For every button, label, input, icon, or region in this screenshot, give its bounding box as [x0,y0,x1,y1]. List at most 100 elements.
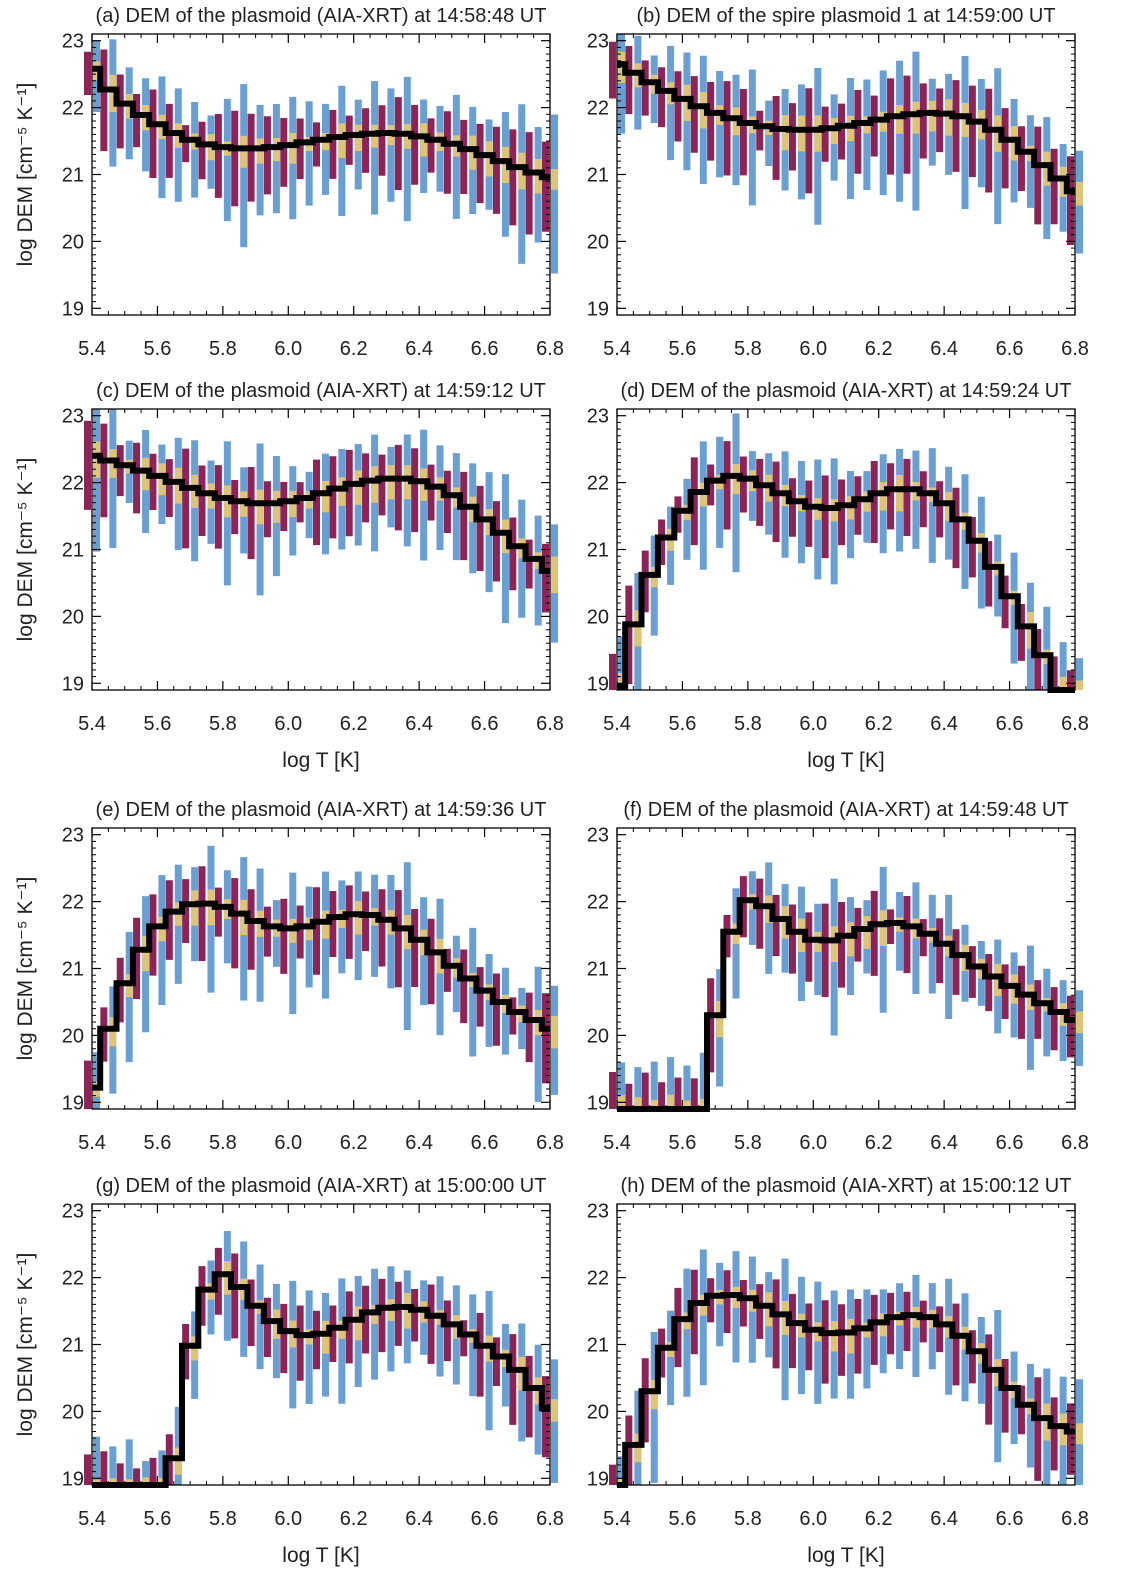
x-axis-label: log T [K] [282,1544,359,1567]
x-tick-label: 6.4 [930,1132,958,1154]
x-tick-label: 6.0 [274,338,302,360]
x-tick-label: 6.2 [865,1132,893,1154]
panel-e: (e) DEM of the plasmoid (AIA-XRT) at 14:… [14,799,564,1154]
x-tick-label: 6.2 [865,338,893,360]
y-tick-label: 22 [62,1268,84,1290]
panel-title: (e) DEM of the plasmoid (AIA-XRT) at 14:… [96,799,547,821]
x-tick-label: 6.8 [1061,1508,1089,1530]
x-tick-label: 6.2 [865,713,893,735]
x-tick-label: 5.4 [603,1508,631,1530]
x-tick-label: 5.8 [734,713,762,735]
x-tick-label: 6.0 [274,1132,302,1154]
x-tick-label: 6.8 [1061,1132,1089,1154]
dem-curve [617,1292,1075,1488]
x-tick-label: 5.8 [209,338,237,360]
x-tick-label: 6.6 [996,338,1024,360]
x-tick-label: 6.6 [471,713,499,735]
x-tick-label: 5.4 [78,713,106,735]
x-tick-label: 6.4 [930,338,958,360]
x-tick-label: 6.4 [405,1508,433,1530]
y-tick-label: 20 [62,231,84,253]
panel-title: (d) DEM of the plasmoid (AIA-XRT) at 14:… [621,380,1072,402]
x-tick-label: 6.2 [340,338,368,360]
x-tick-label: 5.4 [78,1132,106,1154]
x-tick-label: 5.4 [78,338,106,360]
x-axis-label: log T [K] [282,749,359,772]
dem-curve [92,900,550,1091]
x-tick-label: 6.0 [274,1508,302,1530]
x-tick-label: 5.8 [209,1132,237,1154]
x-tick-label: 6.0 [274,713,302,735]
y-tick-label: 21 [587,540,609,562]
y-tick-label: 23 [62,1201,84,1223]
x-tick-label: 5.4 [603,338,631,360]
y-axis-label: log DEM [cm⁻⁵ K⁻¹] [14,83,37,267]
y-tick-label: 21 [62,1335,84,1357]
x-tick-label: 5.4 [78,1508,106,1530]
panel-g: (g) DEM of the plasmoid (AIA-XRT) at 15:… [14,1175,564,1567]
panel-title: (c) DEM of the plasmoid (AIA-XRT) at 14:… [96,380,546,402]
x-tick-label: 5.6 [669,713,697,735]
y-tick-label: 20 [62,1025,84,1047]
x-tick-label: 6.0 [799,338,827,360]
panel-title: (b) DEM of the spire plasmoid 1 at 14:59… [636,5,1055,27]
x-tick-label: 5.6 [669,1508,697,1530]
y-tick-label: 22 [587,98,609,120]
x-axis-label: log T [K] [807,1544,884,1567]
x-tick-label: 5.6 [144,1132,172,1154]
x-tick-label: 6.0 [799,1508,827,1530]
y-tick-label: 23 [587,31,609,53]
x-tick-label: 6.6 [471,1132,499,1154]
x-tick-label: 5.8 [734,1132,762,1154]
y-tick-label: 23 [62,406,84,428]
y-tick-label: 19 [62,298,84,320]
x-tick-label: 5.8 [209,1508,237,1530]
x-tick-label: 6.8 [536,1132,564,1154]
x-tick-label: 5.6 [669,338,697,360]
dem-curve [617,472,1075,693]
y-tick-label: 22 [587,1268,609,1290]
y-tick-label: 19 [587,298,609,320]
y-tick-label: 22 [62,473,84,495]
x-tick-label: 6.4 [930,713,958,735]
y-tick-label: 21 [587,1335,609,1357]
y-tick-label: 23 [587,406,609,428]
x-tick-label: 6.8 [536,713,564,735]
x-tick-label: 5.6 [144,713,172,735]
y-tick-label: 19 [62,673,84,695]
x-tick-label: 6.4 [930,1508,958,1530]
x-tick-label: 6.6 [996,1132,1024,1154]
x-tick-label: 5.4 [603,1132,631,1154]
x-tick-label: 6.6 [471,1508,499,1530]
y-tick-label: 22 [62,892,84,914]
x-tick-label: 6.2 [865,1508,893,1530]
dem-curve [617,61,1075,195]
x-tick-label: 5.6 [669,1132,697,1154]
y-tick-label: 20 [587,606,609,628]
y-tick-label: 22 [62,98,84,120]
y-tick-label: 19 [587,1468,609,1490]
x-tick-label: 6.6 [996,1508,1024,1530]
x-axis-label: log T [K] [807,749,884,772]
x-tick-label: 6.6 [471,338,499,360]
y-tick-label: 22 [587,473,609,495]
panel-title: (a) DEM of the plasmoid (AIA-XRT) at 14:… [96,5,547,27]
x-tick-label: 6.2 [340,1132,368,1154]
y-tick-label: 19 [587,1092,609,1114]
x-tick-label: 6.8 [1061,338,1089,360]
y-axis-label: log DEM [cm⁻⁵ K⁻¹] [14,1253,37,1437]
x-tick-label: 5.4 [603,713,631,735]
x-tick-label: 6.2 [340,1508,368,1530]
x-tick-label: 5.6 [144,338,172,360]
y-tick-label: 21 [62,540,84,562]
panel-b: (b) DEM of the spire plasmoid 1 at 14:59… [587,5,1089,360]
y-tick-label: 19 [62,1468,84,1490]
y-tick-label: 20 [587,231,609,253]
panel-c: (c) DEM of the plasmoid (AIA-XRT) at 14:… [14,380,564,772]
panel-a: (a) DEM of the plasmoid (AIA-XRT) at 14:… [14,5,564,360]
x-tick-label: 6.2 [340,713,368,735]
x-tick-label: 6.0 [799,1132,827,1154]
panel-f: (f) DEM of the plasmoid (AIA-XRT) at 14:… [587,799,1089,1154]
x-tick-label: 6.4 [405,338,433,360]
panel-title: (h) DEM of the plasmoid (AIA-XRT) at 15:… [621,1175,1072,1197]
